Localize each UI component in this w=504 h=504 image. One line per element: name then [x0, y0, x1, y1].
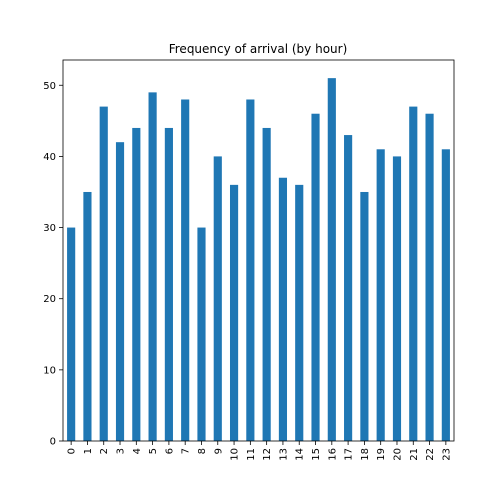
bar-hour-7 — [181, 99, 190, 442]
y-tick-label: 20 — [43, 294, 56, 305]
x-tick-label: 2 — [99, 448, 110, 454]
x-tick-label: 11 — [246, 448, 257, 461]
bar-hour-2 — [99, 106, 108, 441]
bar-hour-11 — [246, 99, 255, 442]
x-tick-label: 20 — [392, 448, 403, 461]
x-axis: 0 1 2 3 4 5 6 7 8 9 10 11 12 13 14 15 16 17 18 19 20 21 22 23 — [67, 441, 452, 461]
y-tick-label: 10 — [43, 365, 56, 376]
x-tick-label: 8 — [197, 448, 208, 454]
x-tick-label: 18 — [360, 448, 371, 461]
x-tick-label: 1 — [83, 448, 94, 454]
y-tick-label: 40 — [43, 152, 56, 163]
x-tick-label: 5 — [148, 448, 159, 454]
y-tick-label: 50 — [43, 81, 56, 92]
y-tick-label: 30 — [43, 223, 56, 234]
bar-hour-16 — [327, 78, 336, 441]
bar-hour-10 — [229, 184, 239, 441]
x-tick-label: 17 — [344, 448, 355, 461]
y-tick-label: 0 — [50, 437, 56, 448]
bar-hour-13 — [278, 177, 288, 441]
bar-hour-5 — [148, 92, 157, 442]
x-tick-label: 13 — [278, 448, 289, 461]
x-tick-label: 3 — [116, 448, 127, 454]
x-tick-label: 10 — [230, 448, 241, 461]
bar-hour-4 — [132, 127, 141, 441]
bars-group — [67, 78, 450, 442]
bar-hour-19 — [376, 149, 385, 442]
chart-title: Frequency of arrival (by hour) — [169, 42, 348, 56]
bar-hour-14 — [295, 184, 304, 441]
x-tick-label: 23 — [441, 448, 452, 461]
x-tick-label: 4 — [132, 448, 143, 454]
bar-hour-1 — [83, 191, 92, 441]
x-tick-label: 0 — [67, 448, 78, 454]
bar-hour-22 — [425, 113, 434, 441]
x-tick-label: 22 — [425, 448, 436, 461]
bar-hour-3 — [115, 142, 125, 441]
x-tick-label: 6 — [164, 448, 175, 454]
bar-hour-23 — [441, 149, 450, 442]
x-tick-label: 16 — [327, 448, 338, 461]
bar-hour-0 — [67, 227, 76, 441]
y-axis: 0 10 20 30 40 50 — [43, 81, 63, 448]
bar-hour-21 — [409, 106, 418, 441]
x-tick-label: 19 — [376, 448, 387, 461]
bar-hour-8 — [197, 227, 206, 441]
plot-frame — [62, 59, 455, 442]
x-tick-label: 14 — [295, 448, 306, 461]
bar-hour-18 — [360, 191, 369, 441]
bar-hour-12 — [262, 127, 271, 441]
bar-hour-17 — [344, 135, 353, 441]
x-tick-label: 21 — [409, 448, 420, 461]
bar-hour-9 — [213, 156, 222, 441]
x-tick-label: 7 — [181, 448, 192, 454]
bar-hour-15 — [311, 113, 320, 441]
x-tick-label: 12 — [262, 448, 273, 461]
x-tick-label: 9 — [213, 448, 224, 454]
bar-hour-6 — [164, 127, 173, 441]
bar-hour-20 — [392, 156, 402, 441]
x-tick-label: 15 — [311, 448, 322, 461]
